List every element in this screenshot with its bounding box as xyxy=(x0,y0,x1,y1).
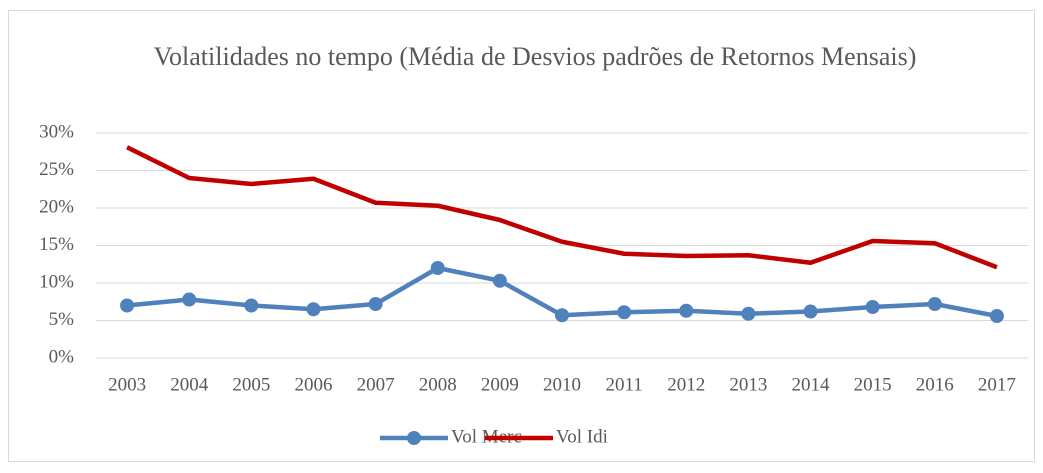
chart-title: Volatilidades no tempo (Média de Desvios… xyxy=(153,42,917,71)
x-tick-label: 2006 xyxy=(294,374,332,395)
data-point xyxy=(430,261,445,275)
data-point xyxy=(182,292,197,307)
y-tick-label: 0% xyxy=(49,346,75,367)
data-point xyxy=(555,308,569,323)
y-tick-label: 15% xyxy=(39,234,74,255)
x-tick-label: 2013 xyxy=(729,374,767,395)
x-tick-label: 2007 xyxy=(357,374,395,395)
x-tick-label: 2012 xyxy=(667,374,705,395)
data-point xyxy=(803,304,818,319)
data-point xyxy=(865,300,880,314)
x-tick-label: 2003 xyxy=(108,374,146,395)
x-tick-label: 2009 xyxy=(481,374,519,395)
y-tick-label: 25% xyxy=(39,159,74,180)
x-tick-label: 2005 xyxy=(232,374,270,395)
x-tick-label: 2008 xyxy=(419,374,457,395)
data-point xyxy=(741,306,756,321)
y-tick-label: 20% xyxy=(39,196,74,217)
data-point xyxy=(244,298,259,313)
series-line xyxy=(126,145,998,270)
x-tick-label: 2015 xyxy=(854,374,892,395)
x-tick-label: 2017 xyxy=(978,374,1016,395)
data-point xyxy=(989,309,1004,323)
y-tick-label: 5% xyxy=(49,309,75,330)
data-point xyxy=(492,273,507,288)
chart-border xyxy=(8,10,1035,462)
y-tick-label: 10% xyxy=(39,271,74,292)
data-point xyxy=(368,297,383,311)
data-point xyxy=(617,305,632,320)
data-point xyxy=(120,298,135,313)
x-tick-label: 2010 xyxy=(543,374,581,395)
legend-label: Vol Idi xyxy=(556,426,608,447)
data-point xyxy=(927,297,942,311)
x-tick-label: 2011 xyxy=(605,374,642,395)
y-tick-label: 30% xyxy=(39,121,74,142)
x-tick-label: 2016 xyxy=(916,374,954,395)
legend-marker xyxy=(407,431,421,445)
x-tick-label: 2014 xyxy=(792,374,831,395)
data-point xyxy=(679,303,694,318)
x-tick-label: 2004 xyxy=(170,374,209,395)
data-point xyxy=(306,302,321,317)
